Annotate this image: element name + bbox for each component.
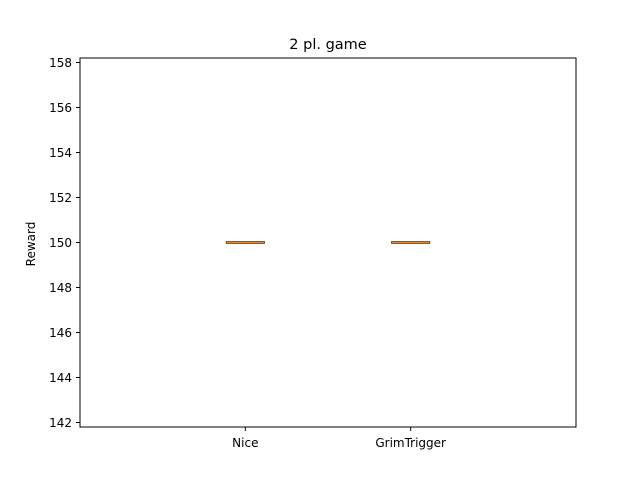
box-nice — [225, 241, 265, 244]
chart-title: 2 pl. game — [289, 37, 366, 53]
box-plot-series — [225, 241, 431, 244]
x-tick-label: GrimTrigger — [375, 436, 446, 450]
x-tick-label: Nice — [232, 436, 258, 450]
y-axis: 142 144 146 148 150 152 154 156 158 — [49, 56, 80, 430]
y-tick-label: 154 — [49, 146, 72, 160]
y-tick-label: 144 — [49, 371, 72, 385]
y-axis-label: Reward — [24, 222, 38, 267]
plot-frame — [79, 57, 577, 428]
y-tick-label: 152 — [49, 191, 72, 205]
y-tick-label: 148 — [49, 281, 72, 295]
y-tick-label: 150 — [49, 236, 72, 250]
x-axis: Nice GrimTrigger — [232, 427, 446, 450]
y-tick-label: 156 — [49, 101, 72, 115]
y-tick-label: 142 — [49, 416, 72, 430]
y-tick-label: 158 — [49, 56, 72, 70]
box-grimtrigger — [391, 241, 431, 244]
y-tick-label: 146 — [49, 326, 72, 340]
